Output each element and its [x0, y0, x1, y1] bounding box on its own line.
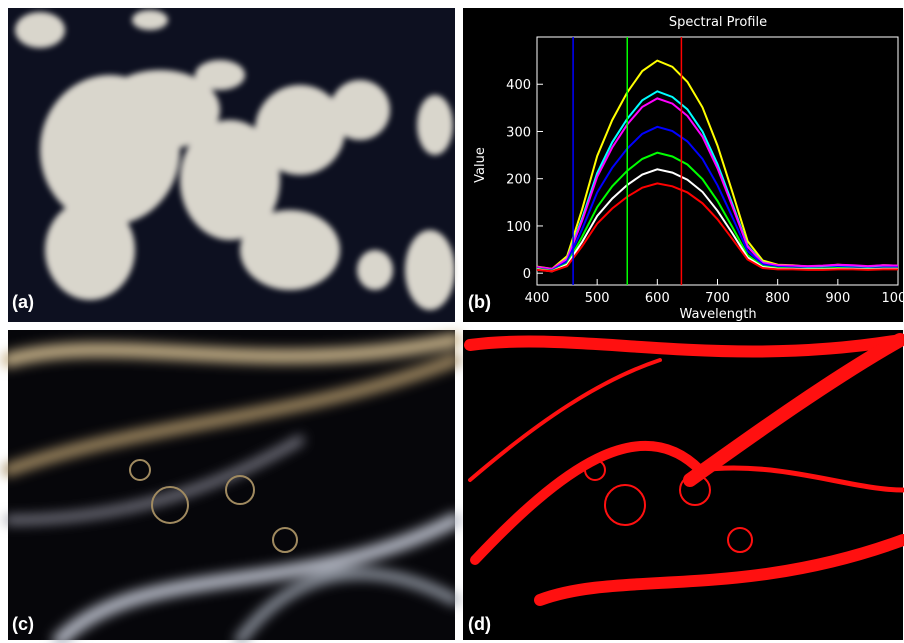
x-tick-label: 900	[825, 291, 850, 306]
panel-label: (a)	[12, 292, 34, 312]
panel-d	[463, 330, 903, 640]
x-axis-label: Wavelength	[679, 307, 756, 322]
panel-label: (c)	[12, 614, 34, 634]
panel-label: (b)	[468, 292, 491, 312]
panel-c	[8, 330, 455, 640]
y-tick-label: 100	[506, 220, 531, 235]
y-tick-label: 200	[506, 173, 531, 188]
x-tick-label: 700	[705, 291, 730, 306]
x-tick-label: 500	[585, 291, 610, 306]
panel-a	[8, 8, 455, 322]
panel-label: (d)	[468, 614, 491, 634]
chart-title: Spectral Profile	[669, 15, 767, 30]
figure: Spectral Profile Value Wavelength 0 100 20…	[0, 0, 904, 643]
page: Spectral Profile Value Wavelength 0 100 20…	[0, 0, 904, 643]
y-tick-label: 0	[523, 267, 531, 282]
x-tick-label: 800	[765, 291, 790, 306]
y-tick-label: 300	[506, 125, 531, 140]
y-tick-label: 400	[506, 78, 531, 93]
x-tick-label: 400	[525, 291, 550, 306]
x-tick-label: 600	[645, 291, 670, 306]
y-axis-label: Value	[473, 147, 488, 183]
x-tick-label: 1000	[881, 291, 904, 306]
